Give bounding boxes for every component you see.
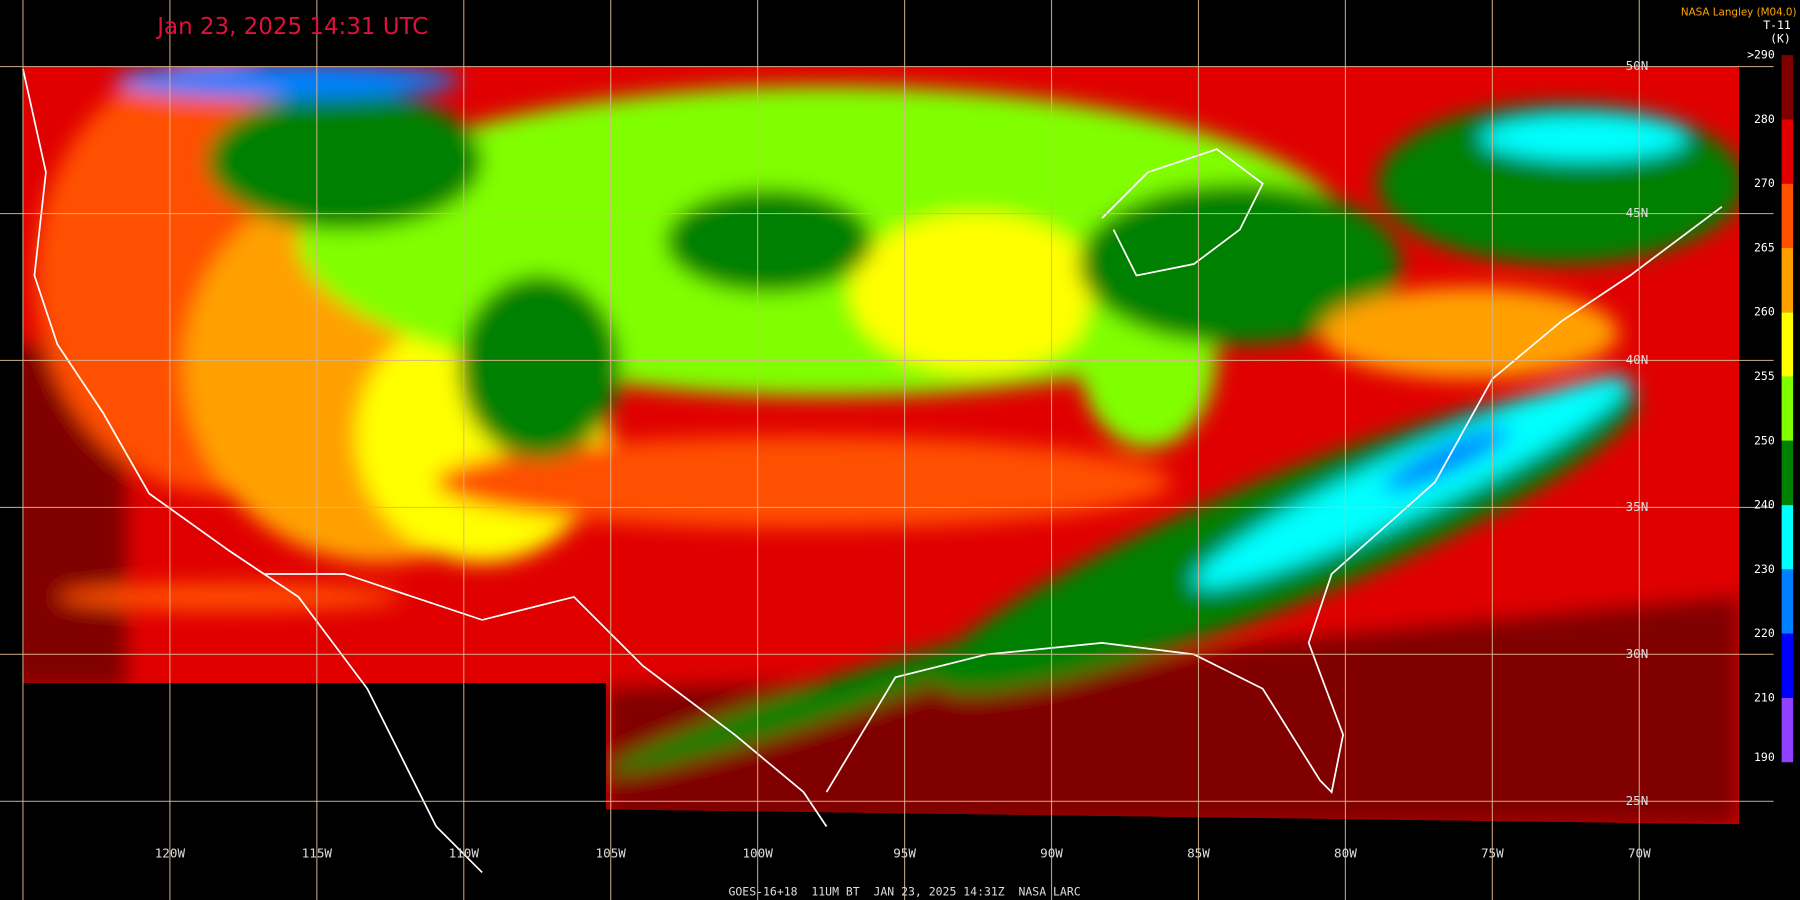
longitude-label: 110W	[449, 846, 480, 861]
colorbar-label: 190	[1754, 750, 1775, 764]
longitude-label: 80W	[1334, 846, 1357, 861]
coastline	[22, 68, 1723, 874]
colorbar-label: 210	[1754, 690, 1775, 704]
longitude-label: 75W	[1481, 846, 1504, 861]
colorbar-segment	[1781, 505, 1794, 570]
colorbar-segment	[1781, 376, 1794, 441]
colorbar-label: 260	[1754, 305, 1775, 319]
latitude-label: 50N	[1626, 58, 1649, 73]
colorbar-label: 280	[1754, 112, 1775, 126]
colorbar-segment	[1781, 440, 1794, 506]
colorbar-segment	[1781, 183, 1794, 248]
longitude-label: 70W	[1628, 846, 1651, 861]
latitude-label: 35N	[1626, 499, 1649, 514]
colorbar-label: 270	[1754, 176, 1775, 190]
colorbar-label: 230	[1754, 562, 1775, 576]
timestamp-title: Jan 23, 2025 14:31 UTC	[155, 14, 428, 40]
colorbar-segment	[1781, 312, 1794, 377]
longitude-label: 105W	[596, 846, 627, 861]
longitude-label: 85W	[1187, 846, 1210, 861]
credit: NASA Langley (M04.0)	[1681, 7, 1797, 19]
colorbar-segment	[1781, 633, 1794, 698]
colorbar-label: 250	[1754, 433, 1775, 447]
latitude-label: 30N	[1626, 646, 1649, 661]
latitude-label: 25N	[1626, 793, 1649, 808]
footer: GOES-16+18 11UM BT JAN 23, 2025 14:31Z N…	[729, 884, 1081, 898]
colorbar-label: 265	[1754, 240, 1775, 254]
colorbar-label: >290	[1747, 48, 1775, 62]
colorbar-segment	[1781, 697, 1794, 763]
latitude-label: 40N	[1626, 352, 1649, 367]
longitude-label: 115W	[302, 846, 333, 861]
unit-label: (K)	[1770, 32, 1791, 46]
colorbar-segment	[1781, 247, 1794, 313]
colorbar-label: 240	[1754, 498, 1775, 512]
longitude-label: 90W	[1040, 846, 1063, 861]
colorbar-segment	[1781, 55, 1794, 120]
colorbar-label: 220	[1754, 626, 1775, 640]
longitude-label: 95W	[893, 846, 916, 861]
colorbar-segment	[1781, 119, 1794, 184]
longitude-label: 100W	[742, 846, 773, 861]
colorbar-label: 255	[1754, 369, 1775, 383]
longitude-label: 120W	[155, 846, 186, 861]
colorbar-segment	[1781, 569, 1794, 634]
latitude-label: 45N	[1626, 205, 1649, 220]
product-label: T-11	[1763, 18, 1791, 32]
